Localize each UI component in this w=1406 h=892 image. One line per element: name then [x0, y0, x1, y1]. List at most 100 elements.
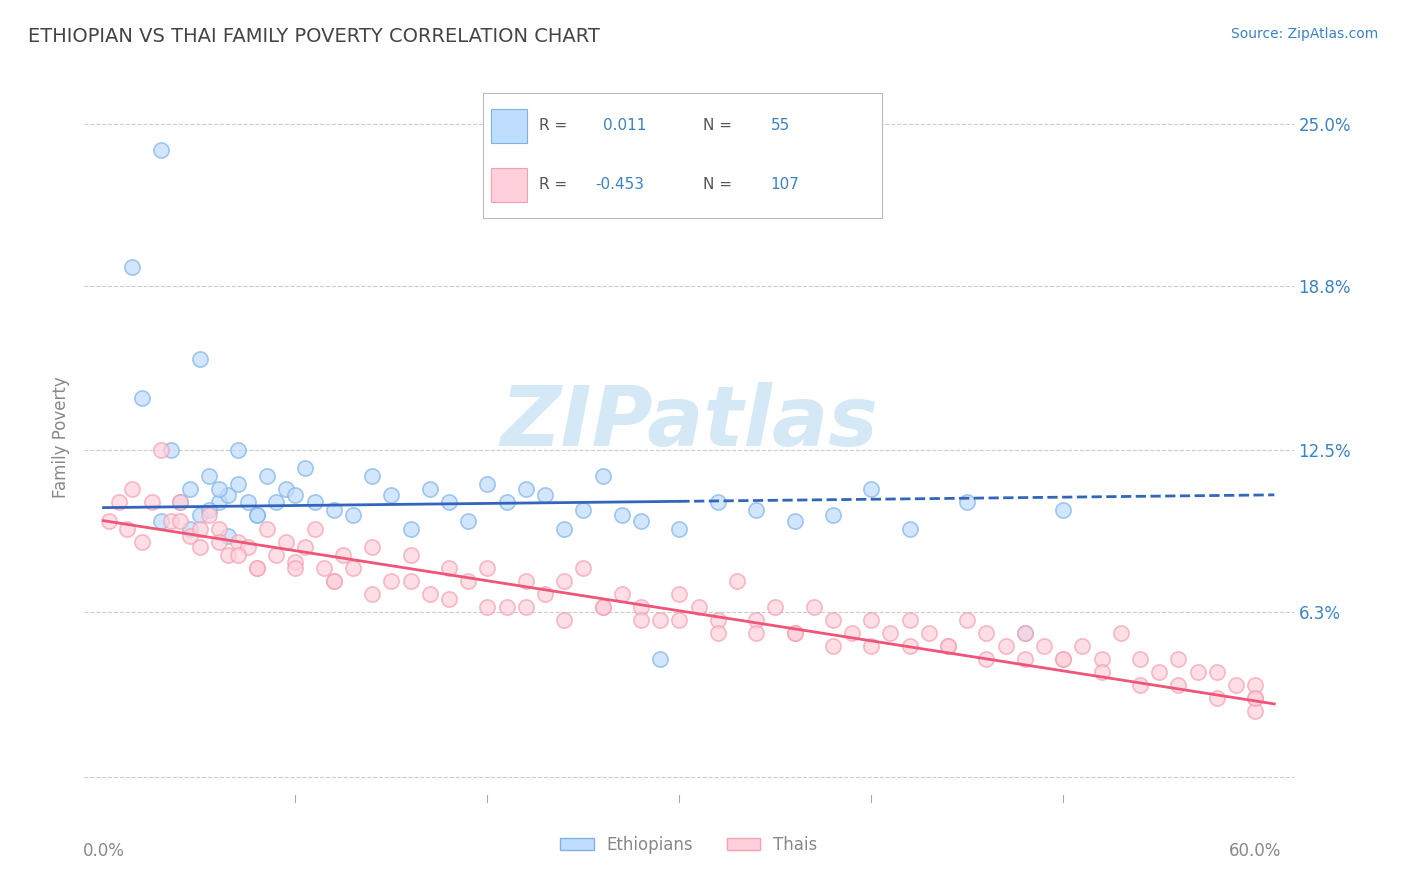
- Point: [121, 260, 143, 275]
- Point: [246, 560, 269, 574]
- Point: [534, 487, 557, 501]
- Point: [150, 514, 173, 528]
- Point: [226, 548, 249, 562]
- Point: [198, 469, 221, 483]
- Point: [860, 639, 883, 653]
- Point: [1244, 678, 1267, 692]
- Point: [553, 521, 575, 535]
- Point: [898, 521, 921, 535]
- Text: Source: ZipAtlas.com: Source: ZipAtlas.com: [1230, 27, 1378, 41]
- Point: [1052, 503, 1074, 517]
- Point: [803, 599, 825, 614]
- Point: [322, 503, 344, 517]
- Point: [630, 599, 652, 614]
- Point: [419, 587, 441, 601]
- Point: [217, 529, 239, 543]
- Point: [274, 534, 297, 549]
- Point: [1052, 652, 1074, 666]
- Point: [592, 469, 614, 483]
- Point: [361, 540, 384, 554]
- Point: [236, 495, 259, 509]
- Point: [553, 613, 575, 627]
- Point: [208, 483, 231, 497]
- Point: [630, 613, 652, 627]
- Point: [763, 599, 786, 614]
- Point: [98, 514, 121, 528]
- Point: [256, 521, 278, 535]
- Point: [314, 560, 336, 574]
- Point: [956, 495, 979, 509]
- Point: [630, 514, 652, 528]
- Point: [179, 483, 201, 497]
- Point: [745, 503, 768, 517]
- Point: [246, 508, 269, 523]
- Point: [650, 652, 672, 666]
- Point: [284, 560, 307, 574]
- Point: [745, 613, 768, 627]
- Point: [304, 521, 326, 535]
- Point: [169, 514, 191, 528]
- Point: [1205, 665, 1227, 680]
- Point: [1090, 665, 1112, 680]
- Point: [159, 443, 181, 458]
- Point: [198, 508, 221, 523]
- Point: [650, 613, 672, 627]
- Point: [477, 560, 499, 574]
- Point: [706, 626, 728, 640]
- Point: [1014, 626, 1036, 640]
- Point: [706, 613, 728, 627]
- Point: [515, 599, 537, 614]
- Point: [437, 560, 460, 574]
- Point: [936, 639, 959, 653]
- Point: [477, 477, 499, 491]
- Point: [821, 508, 844, 523]
- Point: [1147, 665, 1170, 680]
- Point: [226, 534, 249, 549]
- Point: [322, 574, 344, 588]
- Point: [1129, 652, 1152, 666]
- Point: [419, 483, 441, 497]
- Point: [188, 351, 211, 366]
- Point: [1071, 639, 1094, 653]
- Point: [179, 529, 201, 543]
- Point: [131, 391, 153, 405]
- Point: [457, 514, 479, 528]
- Point: [1109, 626, 1132, 640]
- Point: [169, 495, 191, 509]
- Point: [994, 639, 1017, 653]
- Point: [610, 587, 633, 601]
- Point: [342, 560, 364, 574]
- Point: [457, 574, 479, 588]
- Point: [976, 626, 998, 640]
- Point: [1014, 652, 1036, 666]
- Point: [1014, 626, 1036, 640]
- Point: [1205, 691, 1227, 706]
- Point: [1244, 691, 1267, 706]
- Point: [610, 508, 633, 523]
- Point: [322, 574, 344, 588]
- Point: [342, 508, 364, 523]
- Point: [515, 483, 537, 497]
- Text: ETHIOPIAN VS THAI FAMILY POVERTY CORRELATION CHART: ETHIOPIAN VS THAI FAMILY POVERTY CORRELA…: [28, 27, 600, 45]
- Point: [399, 548, 422, 562]
- Y-axis label: Family Poverty: Family Poverty: [52, 376, 70, 498]
- Point: [745, 626, 768, 640]
- Point: [198, 503, 221, 517]
- Text: 60.0%: 60.0%: [1229, 842, 1281, 860]
- Point: [226, 477, 249, 491]
- Point: [783, 626, 806, 640]
- Point: [783, 626, 806, 640]
- Point: [879, 626, 901, 640]
- Point: [188, 521, 211, 535]
- Point: [898, 613, 921, 627]
- Point: [1033, 639, 1056, 653]
- Point: [108, 495, 131, 509]
- Point: [1090, 652, 1112, 666]
- Point: [332, 548, 354, 562]
- Point: [477, 599, 499, 614]
- Text: ZIPatlas: ZIPatlas: [501, 382, 877, 463]
- Point: [141, 495, 163, 509]
- Point: [150, 143, 173, 157]
- Point: [553, 574, 575, 588]
- Point: [437, 592, 460, 607]
